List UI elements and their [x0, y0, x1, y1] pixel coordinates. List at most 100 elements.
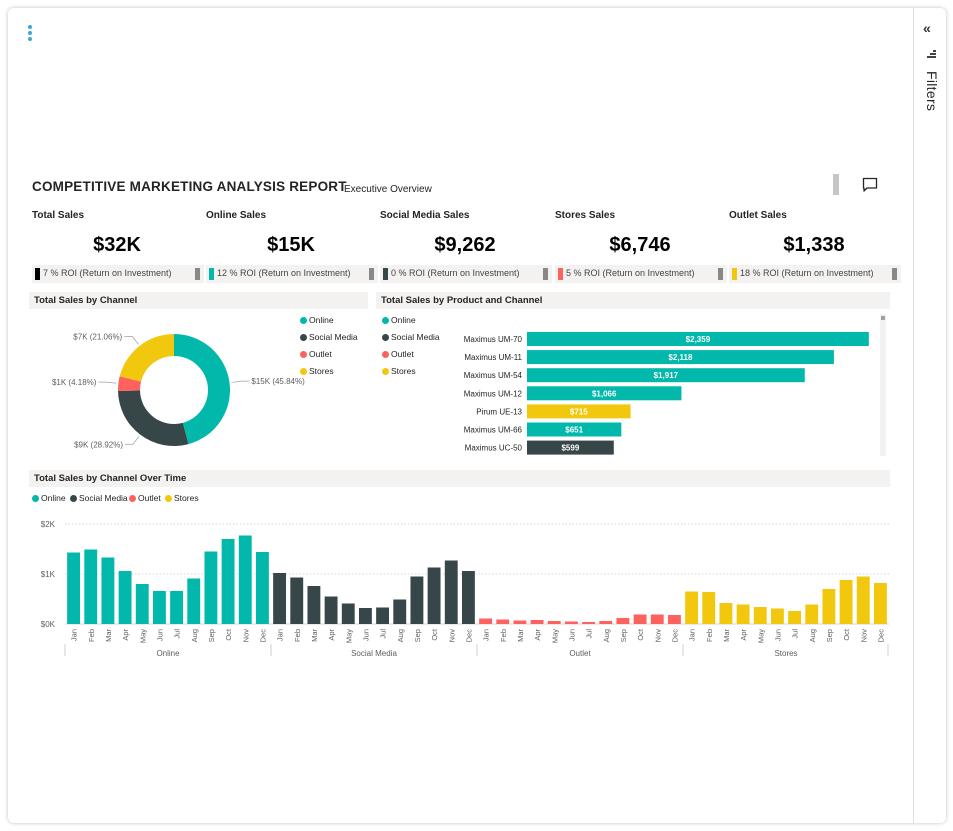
time-bar[interactable]: [135, 584, 149, 624]
time-bar[interactable]: [599, 621, 613, 624]
product-chart-scrollbar[interactable]: [880, 314, 886, 456]
time-bar[interactable]: [805, 604, 819, 625]
product-bar[interactable]: [527, 404, 631, 419]
time-bar[interactable]: [788, 611, 802, 624]
time-bar[interactable]: [67, 552, 81, 625]
legend-outlet[interactable]: Outlet: [300, 349, 332, 359]
time-bar[interactable]: [582, 622, 596, 624]
product-bar[interactable]: [527, 422, 622, 437]
time-bar[interactable]: [479, 618, 493, 625]
more-options-icon[interactable]: [28, 25, 36, 43]
time-bar[interactable]: [152, 591, 166, 624]
time-bar[interactable]: [461, 571, 475, 624]
month-tick-label: Feb: [293, 629, 302, 642]
time-bar[interactable]: [530, 620, 544, 624]
filters-pane[interactable]: « Filters: [913, 8, 946, 823]
time-bar[interactable]: [341, 603, 355, 625]
kpi-stores-sales: Stores Sales $6,746 5 % ROI (Return on I…: [555, 210, 727, 283]
product-bar-chart[interactable]: Maximus UM-70 $2,359 Maximus UM-11 $2,118 Ma…: [440, 310, 890, 460]
time-bar[interactable]: [616, 618, 630, 624]
legend-stores[interactable]: Stores: [300, 366, 334, 376]
time-bar[interactable]: [410, 576, 424, 625]
time-bar[interactable]: [204, 551, 218, 625]
legend-social-media[interactable]: Social Media: [300, 332, 358, 342]
collapse-filters-icon[interactable]: «: [923, 20, 931, 36]
time-bar[interactable]: [564, 621, 578, 625]
scroll-up-icon[interactable]: [881, 316, 885, 320]
product-bar[interactable]: [527, 368, 805, 383]
time-bar[interactable]: [255, 552, 269, 624]
time-bar[interactable]: [513, 620, 527, 625]
donut-slice-social-media[interactable]: [118, 390, 189, 446]
time-bar[interactable]: [221, 539, 235, 624]
time-bar[interactable]: [324, 596, 338, 625]
roi-text: 0 % ROI (Return on Investment): [391, 268, 520, 278]
time-bar[interactable]: [307, 586, 321, 624]
month-tick-label: Nov: [859, 629, 868, 643]
legend-social-media[interactable]: Social Media: [382, 332, 440, 342]
time-bar[interactable]: [273, 573, 287, 624]
time-bar[interactable]: [84, 549, 98, 625]
donut-chart-header: Total Sales by Channel: [29, 292, 368, 309]
time-bar[interactable]: [444, 560, 458, 625]
month-tick-label: Sep: [207, 629, 216, 642]
roi-marker: [35, 268, 40, 280]
time-bar[interactable]: [856, 576, 870, 625]
time-bar[interactable]: [101, 557, 115, 625]
time-bar[interactable]: [839, 580, 853, 624]
filters-label[interactable]: Filters: [924, 71, 940, 112]
time-bar[interactable]: [427, 567, 441, 625]
time-bar[interactable]: [685, 591, 699, 625]
legend-outlet[interactable]: Outlet: [382, 349, 414, 359]
time-bar[interactable]: [753, 607, 767, 624]
time-column-chart[interactable]: $0K $1K $2K Jan Feb Mar Apr May Jun Jul Aug Sep Oct N…: [29, 506, 890, 656]
legend-online[interactable]: Online: [32, 493, 66, 503]
kpi-value: $9,262: [434, 234, 496, 256]
donut-chart[interactable]: $15K (45.84%) $9K (28.92%) $1K (4.18%) $7K …: [29, 310, 369, 470]
time-bar[interactable]: [547, 621, 561, 624]
time-bar[interactable]: [238, 535, 252, 625]
time-bar[interactable]: [633, 614, 647, 625]
product-bar[interactable]: [527, 332, 869, 346]
month-tick-label: Oct: [224, 628, 233, 641]
time-bar[interactable]: [290, 577, 304, 625]
legend-online[interactable]: Online: [382, 315, 416, 325]
y-tick-label: $2K: [41, 520, 56, 529]
time-bar[interactable]: [770, 608, 784, 625]
time-bar[interactable]: [358, 608, 372, 624]
legend-online[interactable]: Online: [300, 315, 334, 325]
time-bar[interactable]: [393, 599, 407, 625]
legend-social-media[interactable]: Social Media: [70, 493, 128, 503]
product-bar[interactable]: [527, 386, 682, 401]
month-tick-label: Dec: [258, 629, 267, 643]
time-bar[interactable]: [650, 614, 664, 625]
product-bar[interactable]: [527, 440, 614, 455]
time-bar[interactable]: [702, 592, 716, 624]
legend-stores[interactable]: Stores: [165, 493, 199, 503]
donut-slice-stores[interactable]: [119, 334, 174, 382]
time-bar[interactable]: [118, 571, 132, 624]
product-label: Maximus UM-70: [464, 335, 523, 344]
legend-stores[interactable]: Stores: [382, 366, 416, 376]
time-bar[interactable]: [667, 615, 681, 624]
time-bar[interactable]: [719, 603, 733, 624]
legend-outlet[interactable]: Outlet: [129, 493, 161, 503]
time-bar[interactable]: [822, 589, 836, 624]
legend-label: Stores: [391, 366, 416, 376]
time-bar[interactable]: [873, 583, 887, 624]
month-tick-label: Oct: [842, 628, 851, 641]
product-bar[interactable]: [527, 350, 834, 365]
donut-slice-online[interactable]: [174, 334, 231, 445]
legend-label: Online: [391, 315, 416, 325]
roi-marker: [558, 268, 563, 280]
comment-icon[interactable]: [862, 177, 878, 193]
time-bar[interactable]: [496, 619, 510, 625]
filter-icon: [927, 49, 936, 59]
time-bar[interactable]: [170, 591, 184, 624]
time-bar[interactable]: [736, 604, 750, 625]
donut-slice-outlet[interactable]: [118, 376, 142, 391]
kpi-label: Total Sales: [32, 210, 85, 221]
time-bar[interactable]: [376, 607, 390, 625]
product-value-label: $1,066: [592, 389, 617, 398]
time-bar[interactable]: [187, 578, 201, 625]
